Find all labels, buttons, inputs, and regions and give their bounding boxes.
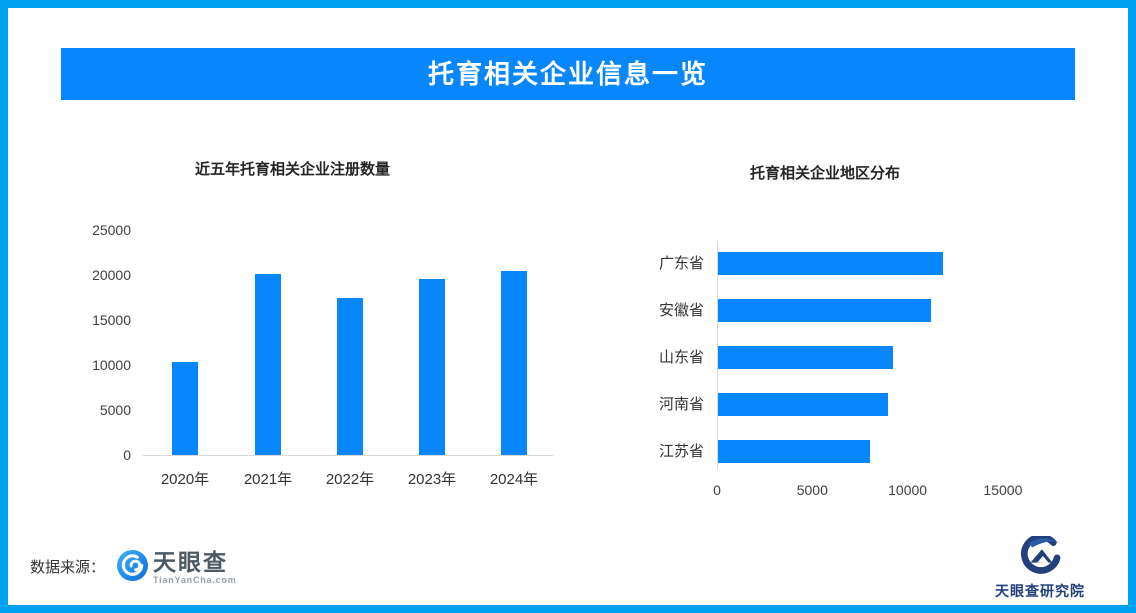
bar-2020年 xyxy=(172,362,198,455)
category-label-河南省: 河南省 xyxy=(658,396,704,413)
x-axis-line xyxy=(143,455,553,456)
y-axis-tick-15000: 15000 xyxy=(92,312,131,328)
institute-swoosh-icon xyxy=(1021,533,1061,574)
y-axis-tick-25000: 25000 xyxy=(92,222,131,238)
data-source-label: 数据来源： xyxy=(30,559,106,576)
tianyancha-eye-icon xyxy=(117,550,148,581)
bar-2024年 xyxy=(501,271,527,455)
title-banner: 托育相关企业信息一览 xyxy=(61,48,1075,100)
y-axis-tick-0: 0 xyxy=(123,447,131,463)
y-axis-line xyxy=(717,241,718,470)
institute-name: 天眼查研究院 xyxy=(995,583,1085,599)
category-label-广东省: 广东省 xyxy=(658,255,704,272)
y-axis-tick-5000: 5000 xyxy=(99,402,131,418)
right-chart-title: 托育相关企业地区分布 xyxy=(749,165,900,182)
page-title: 托育相关企业信息一览 xyxy=(427,59,708,89)
y-axis-tick-20000: 20000 xyxy=(92,267,131,283)
category-label-江苏省: 江苏省 xyxy=(658,443,704,460)
x-axis-tick-15000: 15000 xyxy=(983,482,1023,498)
registrations-bar-chart: 0 5000 10000 15000 20000 25000 2020年 2021年 2022年… xyxy=(8,8,1128,605)
x-axis-label-2024年: 2024年 xyxy=(489,471,539,488)
category-label-山东省: 山东省 xyxy=(658,349,704,366)
bar-广东省 xyxy=(718,252,943,275)
x-axis-tick-5000: 5000 xyxy=(796,482,828,498)
tianyancha-name: 天眼查 xyxy=(153,549,228,575)
tianyancha-logo: 天眼查 TianYanCha.com xyxy=(117,550,237,585)
x-axis-tick-10000: 10000 xyxy=(888,482,928,498)
bar-河南省 xyxy=(718,393,888,416)
bar-安徽省 xyxy=(718,299,932,322)
x-axis-label-2021年: 2021年 xyxy=(243,471,293,488)
region-distribution-bar-chart: 广东省安徽省山东省河南省江苏省 0 5000 10000 15000 xyxy=(8,8,1128,605)
bar-山东省 xyxy=(718,346,894,369)
category-label-安徽省: 安徽省 xyxy=(658,302,704,319)
y-axis-tick-10000: 10000 xyxy=(92,357,131,373)
left-chart-title: 近五年托育相关企业注册数量 xyxy=(194,161,390,178)
x-axis-label-2023年: 2023年 xyxy=(407,471,457,488)
bar-江苏省 xyxy=(718,440,871,463)
bar-2022年 xyxy=(337,298,363,455)
x-axis-tick-0: 0 xyxy=(713,482,721,498)
x-axis-label-2022年: 2022年 xyxy=(325,471,375,488)
tianyancha-wordmark: 天眼查 TianYanCha.com xyxy=(153,550,237,585)
x-axis-label-2020年: 2020年 xyxy=(160,471,210,488)
bar-2023年 xyxy=(419,278,445,455)
tianyancha-domain: TianYanCha.com xyxy=(153,575,237,585)
institute-logo: 天眼查研究院 xyxy=(970,533,1110,599)
bar-2021年 xyxy=(255,274,281,455)
